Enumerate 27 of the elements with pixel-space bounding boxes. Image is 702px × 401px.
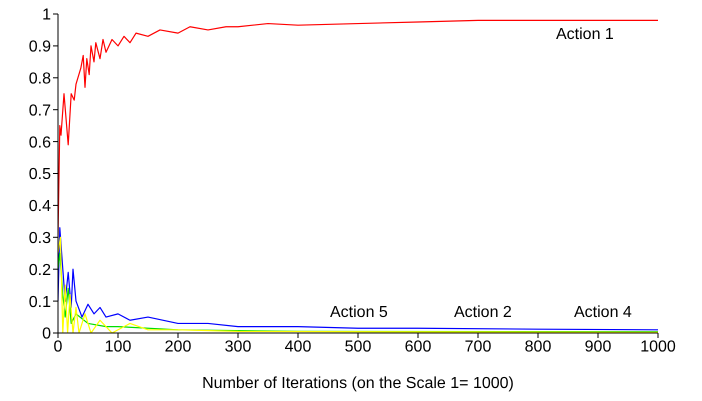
y-tick-label: 0.7 [28, 102, 52, 120]
annotation: Action 5 [330, 304, 388, 322]
annotation: Action 2 [454, 304, 512, 322]
x-tick-label: 300 [224, 338, 252, 356]
annotation: Action 4 [574, 304, 632, 322]
x-tick-label: 200 [164, 338, 192, 356]
y-tick-label: 0.1 [28, 294, 52, 311]
y-tick-label: 0.6 [28, 134, 52, 152]
x-tick-label: 400 [284, 338, 312, 356]
x-tick-label: 0 [54, 338, 63, 356]
y-tick-label: 0.8 [28, 70, 52, 88]
y-tick-label: 0.9 [28, 38, 52, 56]
y-tick-label: 0.4 [28, 198, 52, 216]
x-tick-label: 700 [464, 338, 492, 356]
x-tick-label: 1000 [640, 338, 676, 356]
x-axis-title: Number of Iterations (on the Scale 1= 1000) [202, 375, 514, 392]
y-tick-label: 1 [42, 6, 52, 24]
x-tick-label: 100 [104, 338, 132, 356]
x-tick-label: 500 [344, 338, 372, 356]
y-tick-label: 0.5 [28, 166, 52, 184]
y-tick-label: 0.2 [28, 262, 52, 279]
y-tick-label: 0.3 [28, 230, 52, 247]
x-tick-label: 600 [404, 338, 432, 356]
x-tick-label: 800 [524, 338, 552, 356]
y-tick-label: 0 [42, 326, 52, 343]
annotation: Action 1 [556, 26, 614, 44]
x-tick-label: 900 [584, 338, 612, 356]
